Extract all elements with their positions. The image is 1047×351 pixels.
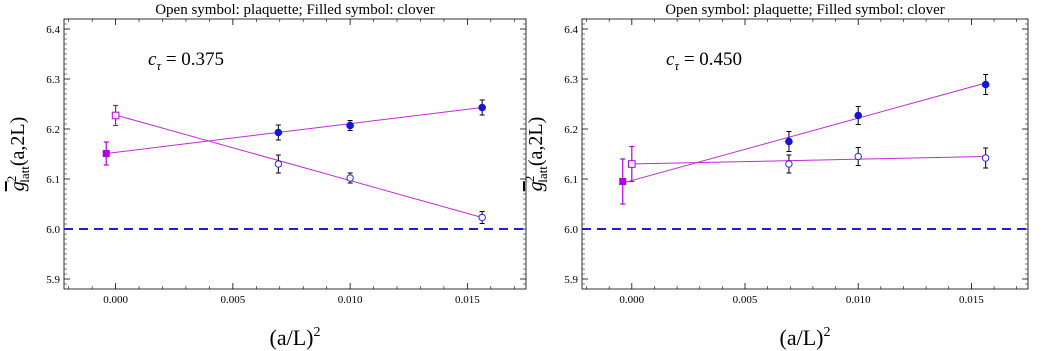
y-tick-label: 6.4 bbox=[46, 24, 60, 36]
y-tick-label: 6.3 bbox=[564, 74, 578, 86]
fit-line bbox=[622, 82, 986, 184]
data-point bbox=[478, 213, 486, 222]
y-tick-label: 6.4 bbox=[564, 24, 578, 36]
fit-line bbox=[115, 114, 483, 218]
extrapolation-point bbox=[102, 150, 110, 157]
series-filled-circle bbox=[102, 99, 486, 166]
data-point bbox=[478, 103, 486, 112]
x-axis-label-base: (a/L) bbox=[270, 325, 314, 350]
c-symbol: c bbox=[666, 49, 675, 70]
y-axis-label-g: g bbox=[7, 181, 29, 191]
y-tick-label: 6.2 bbox=[46, 124, 60, 136]
fit-line bbox=[631, 156, 986, 165]
c-tau-annotation: cτ = 0.450 bbox=[666, 49, 742, 73]
chart-panel-2: Open symbol: plaquette; Filled symbol: c… bbox=[522, 2, 1029, 350]
y-axis-label-args: (a,2L) bbox=[525, 117, 547, 166]
series-open-circle bbox=[111, 104, 486, 224]
data-point bbox=[854, 111, 863, 120]
c-symbol: c bbox=[148, 49, 157, 70]
c-tau-value: = 0.450 bbox=[679, 49, 742, 70]
y-axis-label-g: g bbox=[525, 181, 547, 191]
x-axis-label-sup: 2 bbox=[313, 325, 320, 340]
extrapolation-point bbox=[111, 111, 120, 120]
y-tick-label: 6.0 bbox=[564, 224, 578, 236]
x-tick-label: 0.010 bbox=[846, 294, 871, 306]
y-axis-label-args: (a,2L) bbox=[7, 117, 29, 166]
x-tick-label: 0.000 bbox=[103, 294, 128, 306]
data-point bbox=[274, 160, 282, 168]
c-tau-annotation: cτ = 0.375 bbox=[148, 49, 224, 73]
chart-panel-1: Open symbol: plaquette; Filled symbol: c… bbox=[4, 2, 527, 350]
y-axis-label: g2latt(a,2L) bbox=[4, 117, 32, 192]
tau-subscript: τ bbox=[674, 58, 680, 73]
fit-line bbox=[106, 107, 483, 154]
y-axis-label-sub: latt bbox=[535, 166, 550, 183]
y-axis-label-sub: latt bbox=[17, 166, 32, 183]
chart-title: Open symbol: plaquette; Filled symbol: c… bbox=[155, 2, 435, 18]
x-axis-label: (a/L)2 bbox=[780, 325, 831, 350]
data-point bbox=[982, 154, 990, 162]
extrapolation-point bbox=[628, 160, 636, 168]
data-point bbox=[346, 121, 354, 130]
x-tick-label: 0.005 bbox=[733, 294, 758, 306]
y-axis-label: g2latt(a,2L) bbox=[522, 117, 550, 192]
x-tick-label: 0.005 bbox=[220, 294, 245, 306]
y-tick-label: 6.1 bbox=[564, 174, 578, 186]
data-point bbox=[854, 152, 862, 161]
data-point bbox=[981, 80, 990, 89]
y-tick-label: 5.9 bbox=[564, 274, 578, 286]
extrapolation-point bbox=[619, 178, 627, 185]
x-tick-label: 0.015 bbox=[959, 294, 984, 306]
chart-title: Open symbol: plaquette; Filled symbol: c… bbox=[665, 2, 945, 18]
x-axis-label-sup: 2 bbox=[823, 325, 830, 340]
y-axis-label-sup: 2 bbox=[522, 176, 537, 183]
x-tick-label: 0.010 bbox=[338, 294, 363, 306]
plot-frame bbox=[63, 18, 527, 290]
tau-subscript: τ bbox=[156, 58, 162, 73]
x-tick-label: 0.000 bbox=[619, 294, 644, 306]
x-tick-label: 0.015 bbox=[455, 294, 480, 306]
series-filled-circle bbox=[619, 74, 990, 205]
data-point bbox=[274, 128, 283, 137]
y-tick-label: 6.3 bbox=[46, 74, 60, 86]
data-point bbox=[785, 160, 793, 168]
data-point bbox=[346, 174, 354, 182]
y-tick-label: 6.0 bbox=[46, 224, 60, 236]
y-tick-label: 6.1 bbox=[46, 174, 60, 186]
c-tau-value: = 0.375 bbox=[161, 49, 224, 70]
x-axis-label: (a/L)2 bbox=[270, 325, 321, 350]
y-tick-label: 5.9 bbox=[46, 274, 60, 286]
plot-frame bbox=[581, 18, 1029, 290]
y-tick-label: 6.2 bbox=[564, 124, 578, 136]
series-open-circle bbox=[628, 145, 990, 183]
x-axis-label-base: (a/L) bbox=[780, 325, 824, 350]
data-point bbox=[785, 137, 793, 146]
y-axis-label-sup: 2 bbox=[4, 176, 19, 183]
